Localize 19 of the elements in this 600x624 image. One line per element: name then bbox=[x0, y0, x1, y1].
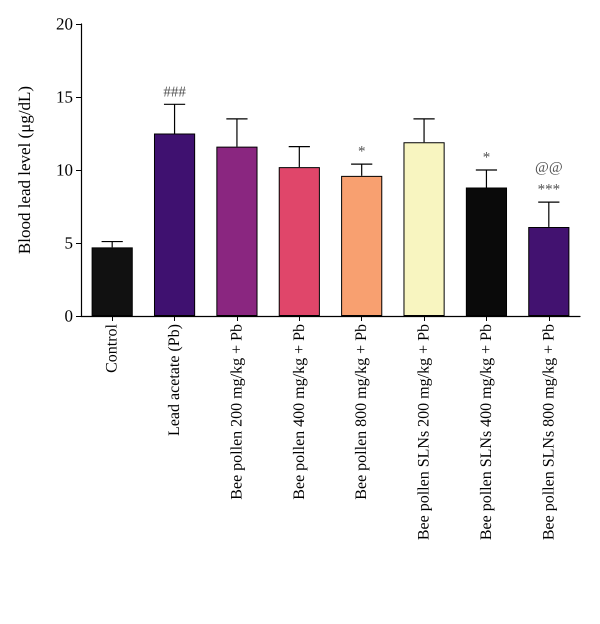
x-tick-label: Lead acetate (Pb) bbox=[166, 324, 184, 436]
annotation: @@ bbox=[534, 160, 563, 176]
annotation: * bbox=[482, 150, 490, 166]
x-tick-label: Bee pollen SLNs 800 mg/kg + Pb bbox=[540, 324, 558, 540]
annotation: * bbox=[358, 144, 366, 160]
y-tick-label: 0 bbox=[64, 306, 73, 326]
y-tick-label: 10 bbox=[56, 160, 73, 180]
y-tick-label: 20 bbox=[56, 14, 73, 34]
y-tick-label: 5 bbox=[64, 234, 73, 252]
annotation: ### bbox=[163, 84, 186, 100]
x-tick-label: Bee pollen 800 mg/kg + Pb bbox=[353, 324, 370, 500]
x-tick-label: Bee pollen SLNs 200 mg/kg + Pb bbox=[416, 324, 433, 540]
x-tick-label: Bee pollen 400 mg/kg + Pb bbox=[290, 324, 308, 500]
x-tick-label: Control bbox=[104, 323, 121, 373]
x-tick-label: Bee pollen SLNs 400 mg/kg + Pb bbox=[478, 324, 495, 540]
annotation: *** bbox=[538, 182, 560, 198]
y-axis-title: Blood lead level (μg/dL) bbox=[15, 86, 34, 254]
x-tick-label: Bee pollen 200 mg/kg + Pb bbox=[228, 324, 246, 500]
y-tick-label: 15 bbox=[56, 88, 73, 106]
